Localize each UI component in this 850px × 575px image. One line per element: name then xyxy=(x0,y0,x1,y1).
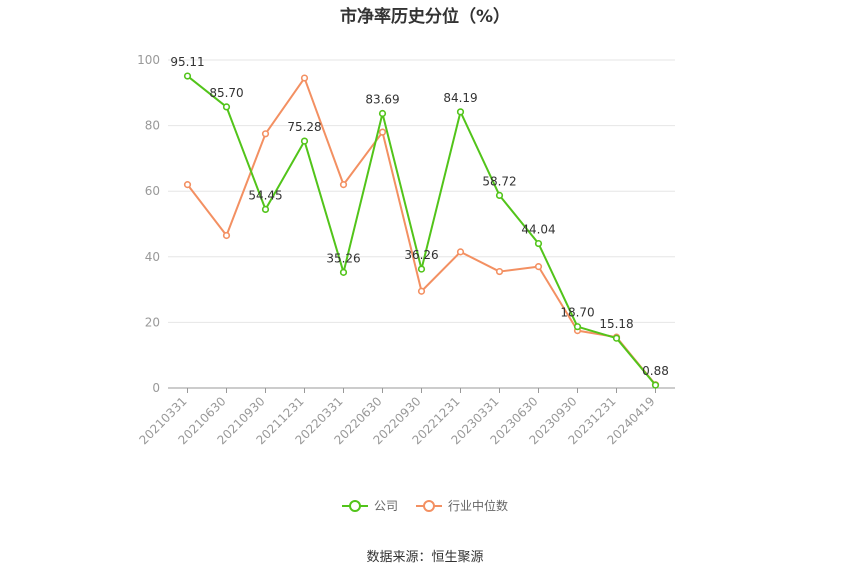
data-point-industry-median xyxy=(417,287,426,295)
legend-item-industry-median[interactable]: 行业中位数 xyxy=(416,497,508,514)
data-label-company: 0.88 xyxy=(642,364,669,378)
legend: 公司 行业中位数 xyxy=(0,497,850,514)
chart-title: 市净率历史分位（%） xyxy=(339,7,511,27)
legend-industry-marker xyxy=(416,499,442,512)
data-point-industry-median xyxy=(300,74,309,82)
legend-item-company[interactable]: 公司 xyxy=(341,497,398,514)
data-label-company: 36.26 xyxy=(404,248,438,262)
y-tick-label: 100 xyxy=(137,53,160,67)
data-point-company xyxy=(300,137,309,145)
data-labels: 95.11 85.70 54.45 75.28 35.26 83.69 36.26 84.19… xyxy=(170,55,669,378)
legend-industry-label: 行业中位数 xyxy=(448,499,509,513)
data-label-company: 44.04 xyxy=(521,223,555,237)
data-point-company xyxy=(456,108,465,116)
data-point-industry-median xyxy=(495,267,504,276)
legend-company-label: 公司 xyxy=(373,499,398,513)
data-point-industry-median xyxy=(534,263,543,271)
data-label-company: 15.18 xyxy=(599,317,633,331)
data-label-company: 58.72 xyxy=(482,174,516,188)
y-tick-label: 20 xyxy=(145,315,160,329)
data-point-company xyxy=(183,72,192,80)
data-point-company xyxy=(612,334,621,342)
data-point-company xyxy=(417,265,426,273)
data-label-company: 54.45 xyxy=(248,188,282,202)
data-source: 数据来源：恒生聚源 xyxy=(366,550,484,565)
legend-company-marker xyxy=(341,499,368,512)
data-label-company: 85.70 xyxy=(209,86,243,100)
series-line-company xyxy=(186,75,657,386)
data-label-company: 83.69 xyxy=(365,92,399,106)
data-point-company xyxy=(339,268,348,276)
series xyxy=(183,72,660,389)
data-label-company: 84.19 xyxy=(443,91,477,105)
data-point-company xyxy=(222,103,231,111)
y-tick-label: 80 xyxy=(145,119,160,133)
data-point-company xyxy=(378,109,387,118)
data-label-company: 35.26 xyxy=(326,251,360,265)
data-point-industry-median xyxy=(456,248,465,256)
y-tick-label: 0 xyxy=(152,381,160,395)
grid-lines xyxy=(168,59,675,323)
data-label-company: 18.70 xyxy=(560,306,594,320)
data-point-company xyxy=(261,205,270,214)
y-tick-label: 60 xyxy=(145,184,160,198)
data-point-company xyxy=(651,381,660,389)
data-point-industry-median xyxy=(339,181,348,189)
data-point-company xyxy=(573,323,582,331)
series-line-industry-median xyxy=(186,77,657,386)
data-point-industry-median xyxy=(183,181,192,189)
y-tick-label: 40 xyxy=(145,250,160,264)
data-point-company xyxy=(495,191,504,199)
data-label-company: 95.11 xyxy=(170,55,204,69)
data-point-industry-median xyxy=(222,231,231,240)
data-point-company xyxy=(534,239,543,248)
data-point-industry-median xyxy=(261,130,270,138)
data-label-company: 75.28 xyxy=(287,120,321,134)
data-point-industry-median xyxy=(378,128,387,136)
